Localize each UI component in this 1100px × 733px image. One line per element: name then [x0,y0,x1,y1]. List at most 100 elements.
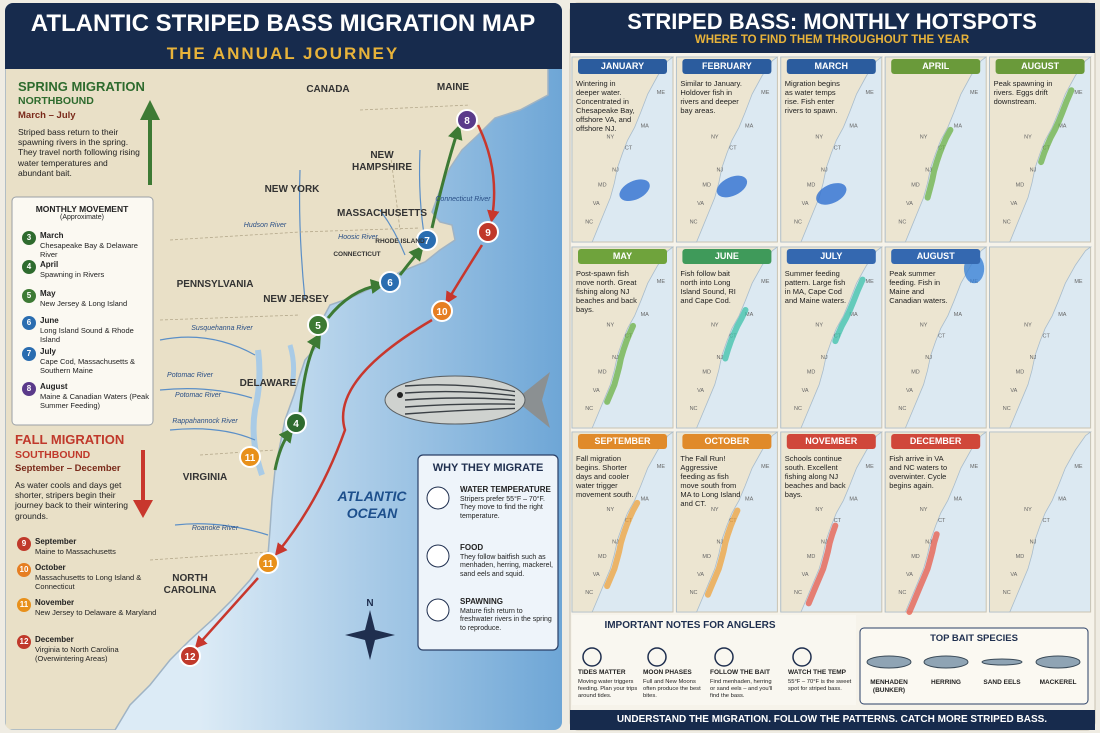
month-text: Peak spawning in rivers. Eggs drift down… [993,79,1053,106]
right-header [570,3,1095,53]
mini-state-label: MD [807,370,816,376]
fall-heading: FALL MIGRATION [15,432,125,447]
map-label: RHODE ISLAND [375,238,425,245]
list-desc: Spawning in Rivers [40,270,105,279]
mini-state-label: NC [585,590,593,596]
month-pill [578,249,667,264]
fish-stripe [404,384,516,393]
why-title: WHY THEY MIGRATE [432,462,544,474]
list-month: December [35,635,74,644]
map-label: Rappahannock River [172,418,238,425]
spring-heading: SPRING MIGRATION [18,79,145,94]
mini-state-label: VA [697,388,704,394]
why-item-text: They follow baitfish such as menhaden, h… [460,554,553,578]
spring-text: Striped bass return to their spawning ri… [18,127,140,178]
hotspot [816,183,847,205]
mini-state-label: NJ [925,168,932,174]
legend-note: (Approximate) [60,214,104,221]
map-label: Susquehanna River [191,325,253,332]
mini-state-label: NY [920,134,928,140]
note-icon [582,647,602,667]
mini-state-label: NY [1024,507,1032,513]
mini-state-label: NY [711,134,719,140]
mini-state-label: ME [761,279,770,285]
fish-eye [397,392,403,398]
mini-state-label: ME [866,90,875,96]
mini-state-label: NC [794,220,802,226]
mini-state-label: MA [954,123,963,129]
map-marker-number: 10 [436,307,448,318]
list-desc: Massachusetts to Long Island & Connectic… [35,573,142,591]
map-label: MASSACHUSETTS [336,208,427,219]
hotspot [924,126,954,201]
month-text: Similar to January. Holdover fish in riv… [680,79,742,115]
mini-state-label: NJ [821,540,828,546]
list-desc: Maine & Canadian Waters (Peak Summer Fee… [40,392,149,410]
list-month: March [40,231,64,240]
mini-state-label: NC [690,406,698,412]
mini-state-label: NJ [821,355,828,361]
month-name: JULY [820,251,843,261]
map-label: ATLANTIC OCEAN [337,488,407,521]
mini-state-label: VA [802,572,809,578]
mini-state-label: ME [866,279,875,285]
mini-state-label: MA [954,496,963,502]
mini-state-label: NC [690,220,698,226]
state-border [299,227,421,233]
mini-state-label: MA [1058,123,1067,129]
note-icon [714,647,734,667]
mini-state-label: NC [794,590,802,596]
mini-state-label: ME [657,464,666,470]
mini-map: ME NY CT MA NJ MD VA NC [571,56,675,243]
mini-state-label: ME [657,90,666,96]
mini-state-label: VA [1010,572,1017,578]
legend-box [11,196,154,426]
why-item-text: Stripers prefer 55°F – 70°F. They move t… [460,496,545,520]
mini-state-label: MD [598,183,607,189]
month-name: NOVEMBER [805,436,858,446]
list-desc: New Jersey & Long Island [40,299,128,308]
mini-state-label: NC [794,406,802,412]
mini-state-label: VA [593,388,600,394]
month-name: APRIL [922,61,950,71]
why-icon [426,486,450,510]
list-desc: Maine to Massachusetts [35,547,116,556]
map-label: CANADA [306,84,350,95]
mini-state-label: NC [585,406,593,412]
note-text: 55°F – 70°F is the sweet spot for stripe… [788,679,852,692]
map-label: VIRGINIA [182,472,228,483]
footer [570,710,1095,730]
mini-state-label: VA [1010,201,1017,207]
month-name: JUNE [714,251,739,261]
main-subtitle: THE ANNUAL JOURNEY [166,44,400,63]
mini-state-label: NJ [925,540,932,546]
note-icon [647,647,667,667]
hotspot [832,276,866,345]
fish-stripe [404,407,516,415]
mini-state-label: ME [1074,279,1083,285]
map-marker [239,446,261,468]
fish-tail [515,372,550,428]
mini-state-label: NC [690,590,698,596]
mini-map: ME NY CT MA NJ MD VA NC [884,431,988,615]
state-border [199,449,276,456]
state-border [159,314,301,321]
mini-state-label: NC [585,220,593,226]
fall-route [445,244,484,305]
bait-fish [923,655,969,669]
mini-state-label: NJ [612,540,619,546]
bait-box [859,627,1089,705]
mini-state-label: MD [702,183,711,189]
mini-state-label: ME [761,464,770,470]
month-text: Wintering in deeper water. Concentrated … [576,79,635,133]
map-marker-number: 8 [464,116,470,127]
month-pill [786,59,876,74]
mini-state-label: VA [906,388,913,394]
mini-state-label: NJ [716,355,723,361]
map-marker [431,300,453,322]
mini-state-label: MA [954,312,963,318]
mini-state-label: NY [607,507,615,513]
hotspot [906,531,940,615]
